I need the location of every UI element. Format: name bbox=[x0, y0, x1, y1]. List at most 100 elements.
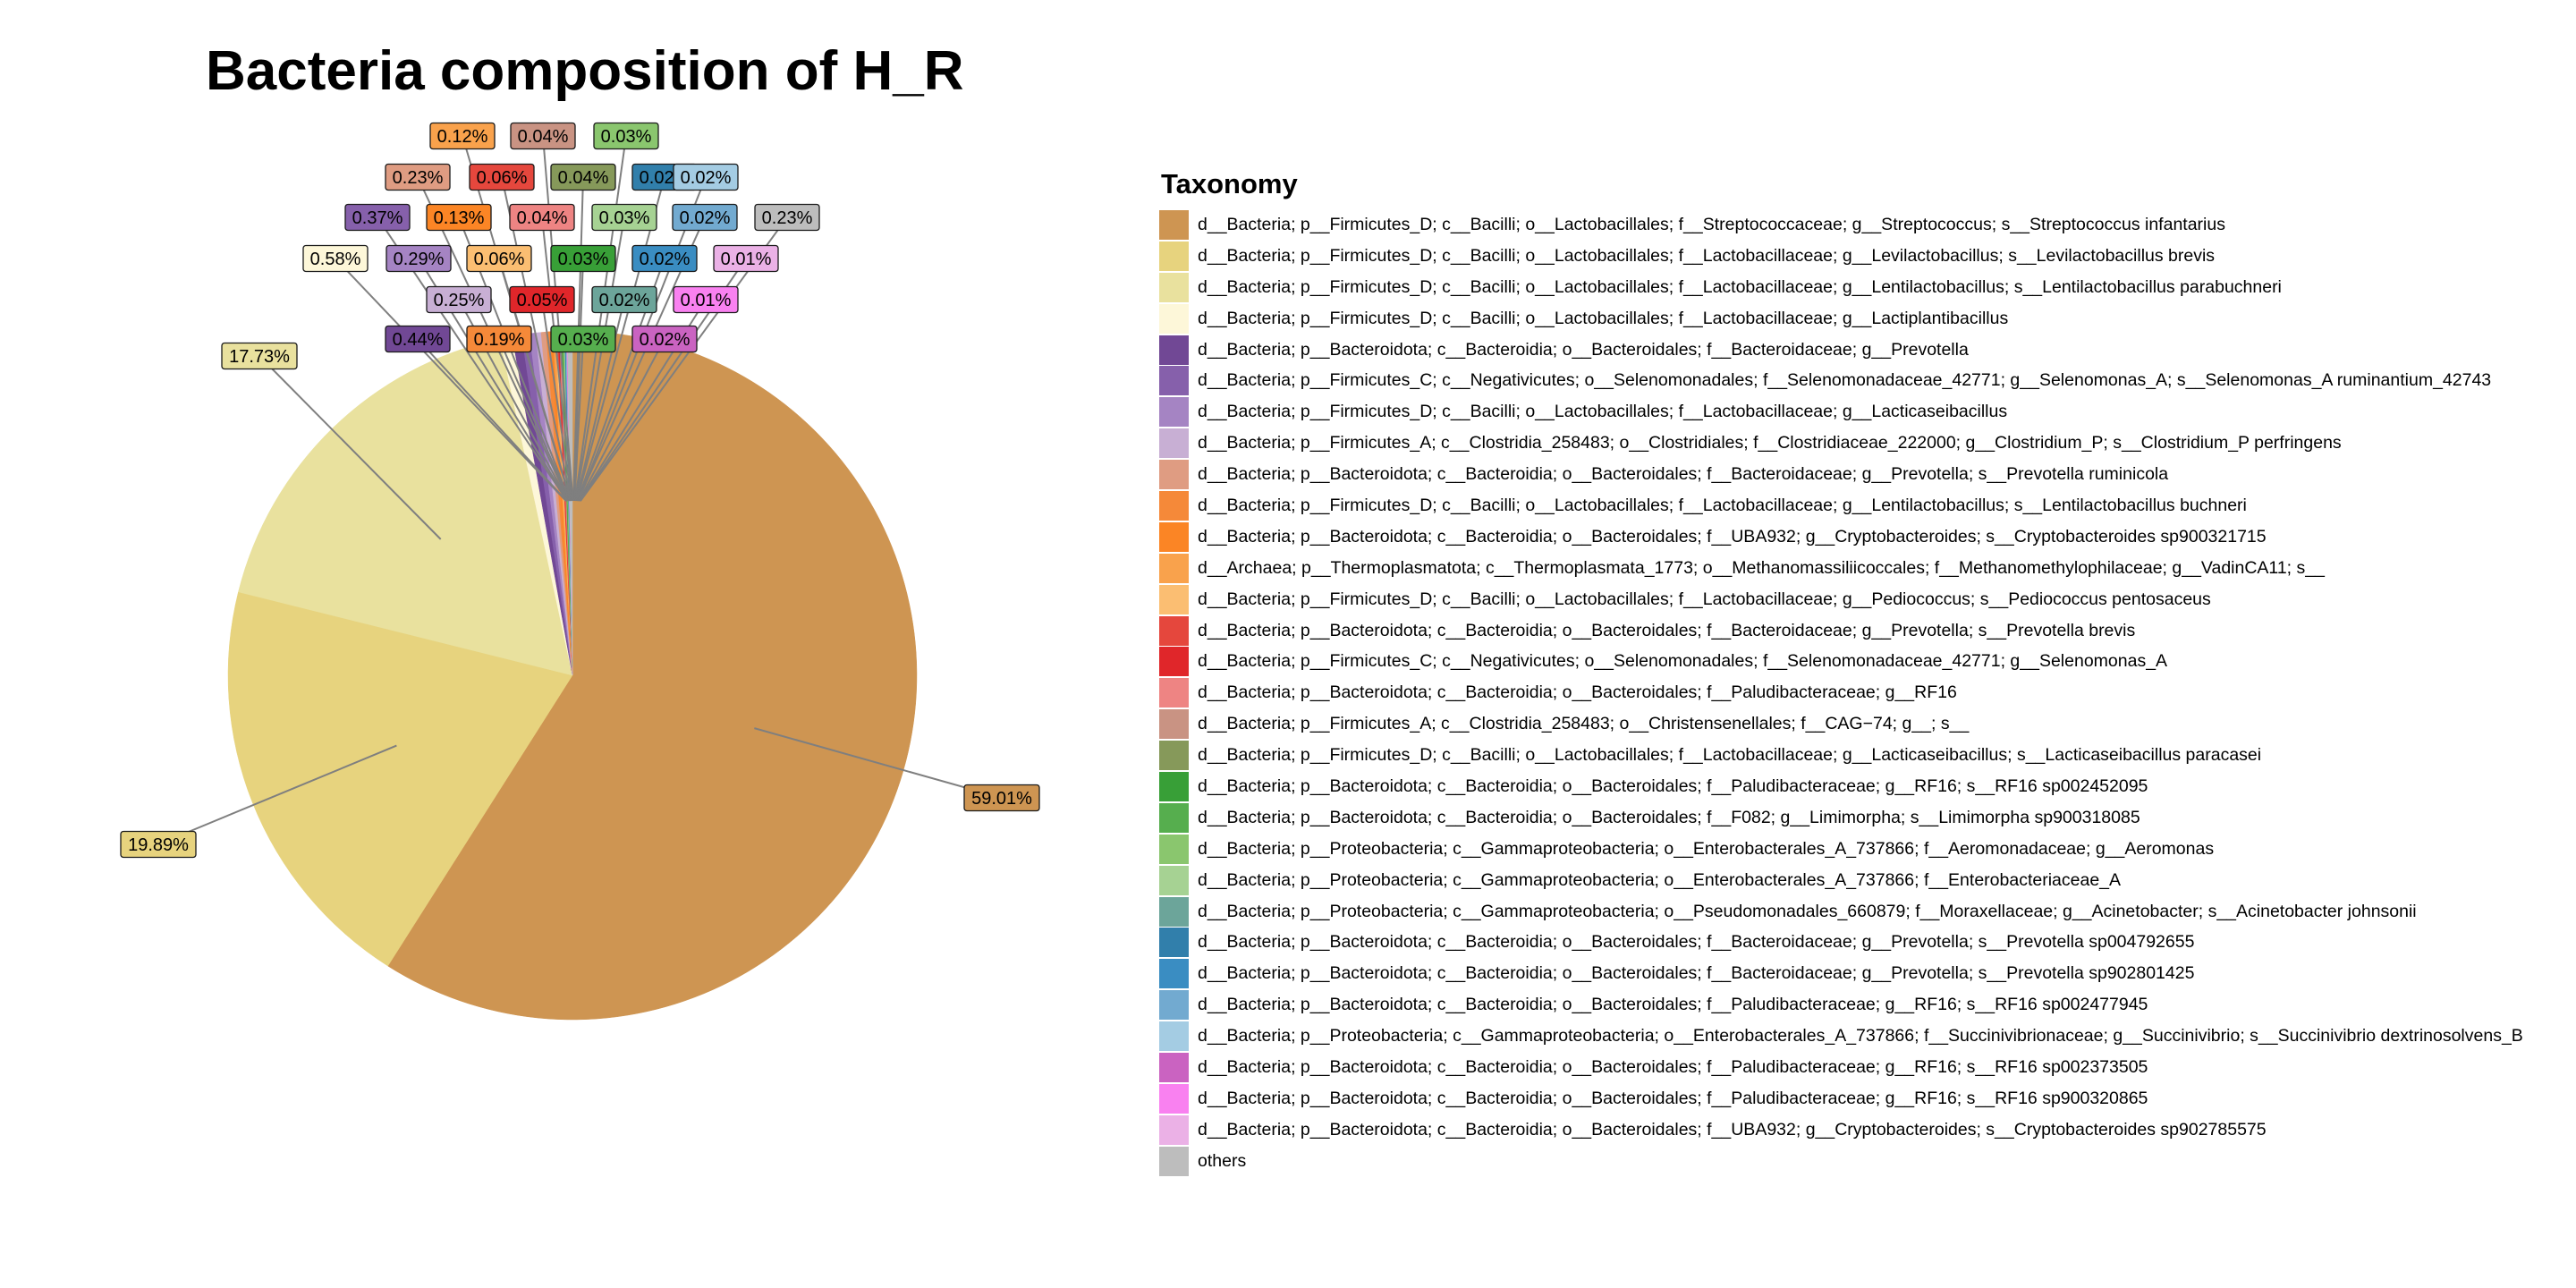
leader-line bbox=[575, 176, 665, 502]
legend-item: d__Bacteria; p__Firmicutes_D; c__Bacilli… bbox=[1159, 490, 2572, 521]
legend-label: d__Bacteria; p__Bacteroidota; c__Bactero… bbox=[1198, 526, 2267, 547]
legend-swatch bbox=[1159, 865, 1189, 895]
legend-label: d__Bacteria; p__Bacteroidota; c__Bactero… bbox=[1198, 932, 2195, 953]
legend-swatch bbox=[1159, 521, 1189, 552]
legend-label: d__Bacteria; p__Bacteroidota; c__Bactero… bbox=[1198, 775, 2148, 796]
legend-swatch bbox=[1159, 241, 1189, 271]
leader-line bbox=[578, 338, 665, 502]
slice-label: 0.06% bbox=[469, 163, 535, 191]
slice-label: 0.12% bbox=[429, 122, 496, 150]
leader-line bbox=[572, 258, 584, 502]
slice-label: 0.02% bbox=[673, 163, 739, 191]
pie-slice bbox=[227, 591, 573, 967]
slice-label: 0.03% bbox=[550, 244, 616, 273]
legend-swatch bbox=[1159, 896, 1189, 927]
leader-line bbox=[575, 299, 625, 502]
legend-label: d__Bacteria; p__Firmicutes_D; c__Bacilli… bbox=[1198, 308, 2009, 328]
legend-swatch bbox=[1159, 397, 1189, 428]
slice-label: 0.29% bbox=[386, 244, 452, 273]
legend-swatch bbox=[1159, 460, 1189, 490]
slice-label: 0.02% bbox=[631, 325, 698, 353]
slice-label-box bbox=[673, 285, 739, 314]
legend-item: d__Bacteria; p__Proteobacteria; c__Gamma… bbox=[1159, 834, 2572, 865]
legend-item: d__Bacteria; p__Firmicutes_A; c__Clostri… bbox=[1159, 708, 2572, 740]
slice-label: 0.05% bbox=[509, 285, 575, 314]
legend-item: d__Bacteria; p__Firmicutes_D; c__Bacilli… bbox=[1159, 241, 2572, 272]
slice-label-box bbox=[713, 244, 779, 273]
slice-label-text: 0.13% bbox=[434, 208, 485, 228]
legend-swatch bbox=[1159, 1114, 1189, 1145]
legend-label: d__Bacteria; p__Bacteroidota; c__Bactero… bbox=[1198, 682, 1957, 703]
chart-title: Bacteria composition of H_R bbox=[206, 40, 964, 102]
legend-label: d__Bacteria; p__Firmicutes_C; c__Negativ… bbox=[1198, 651, 2168, 672]
slice-label-text: 0.12% bbox=[437, 127, 488, 147]
leader-line bbox=[258, 355, 442, 540]
legend-swatch bbox=[1159, 741, 1189, 771]
legend-label: d__Bacteria; p__Firmicutes_D; c__Bacilli… bbox=[1198, 245, 2216, 266]
legend-items: d__Bacteria; p__Firmicutes_D; c__Bacilli… bbox=[1159, 209, 2572, 1177]
legend-item: d__Bacteria; p__Proteobacteria; c__Gamma… bbox=[1159, 1021, 2572, 1052]
legend-label: d__Bacteria; p__Firmicutes_A; c__Clostri… bbox=[1198, 433, 2342, 453]
legend-item: d__Bacteria; p__Firmicutes_D; c__Bacilli… bbox=[1159, 272, 2572, 303]
slice-label: 0.58% bbox=[302, 244, 369, 273]
slice-label-text: 0.02% bbox=[681, 168, 732, 188]
legend-swatch bbox=[1159, 272, 1189, 302]
legend-swatch bbox=[1159, 1021, 1189, 1052]
leader-line bbox=[541, 216, 573, 502]
legend-label: d__Bacteria; p__Bacteroidota; c__Bactero… bbox=[1198, 995, 2148, 1015]
slice-label-box bbox=[466, 325, 532, 353]
legend-swatch bbox=[1159, 802, 1189, 833]
slice-label: 17.73% bbox=[221, 342, 298, 370]
legend-swatch bbox=[1159, 209, 1189, 240]
leader-line bbox=[417, 338, 568, 502]
legend-item: d__Bacteria; p__Bacteroidota; c__Bactero… bbox=[1159, 927, 2572, 958]
legend-label: others bbox=[1198, 1150, 1247, 1171]
legend-item: d__Bacteria; p__Bacteroidota; c__Bactero… bbox=[1159, 521, 2572, 553]
slice-label: 0.04% bbox=[550, 163, 616, 191]
slice-label-text: 19.89% bbox=[128, 835, 189, 855]
legend-label: d__Bacteria; p__Firmicutes_C; c__Negativ… bbox=[1198, 370, 2492, 391]
legend-item: d__Bacteria; p__Bacteroidota; c__Bactero… bbox=[1159, 615, 2572, 647]
leader-line bbox=[157, 744, 397, 845]
slice-label-text: 0.06% bbox=[474, 250, 525, 269]
slice-label-text: 0.06% bbox=[477, 168, 528, 188]
leader-line bbox=[573, 338, 584, 502]
legend-item: d__Bacteria; p__Firmicutes_D; c__Bacilli… bbox=[1159, 740, 2572, 771]
slice-label-text: 0.58% bbox=[310, 250, 361, 269]
slice-label-box bbox=[550, 325, 616, 353]
legend-item: d__Bacteria; p__Proteobacteria; c__Gamma… bbox=[1159, 865, 2572, 896]
legend-label: d__Bacteria; p__Bacteroidota; c__Bactero… bbox=[1198, 1088, 2148, 1108]
slice-label: 0.23% bbox=[754, 203, 820, 232]
slice-label: 0.19% bbox=[466, 325, 532, 353]
legend-label: d__Bacteria; p__Firmicutes_D; c__Bacilli… bbox=[1198, 495, 2247, 515]
slice-label-text: 0.25% bbox=[434, 291, 485, 310]
slice-label-box bbox=[631, 325, 698, 353]
legend-label: d__Bacteria; p__Bacteroidota; c__Bactero… bbox=[1198, 620, 2136, 640]
slice-label-text: 0.04% bbox=[517, 208, 568, 228]
slice-label-box bbox=[509, 285, 575, 314]
slice-label-box bbox=[591, 285, 657, 314]
legend-label: d__Bacteria; p__Proteobacteria; c__Gamma… bbox=[1198, 838, 2215, 859]
legend-swatch bbox=[1159, 303, 1189, 334]
legend-swatch bbox=[1159, 490, 1189, 521]
slice-label-box bbox=[386, 244, 452, 273]
legend-item: d__Bacteria; p__Bacteroidota; c__Bactero… bbox=[1159, 335, 2572, 366]
legend-item: d__Bacteria; p__Bacteroidota; c__Bactero… bbox=[1159, 771, 2572, 802]
slice-label-text: 59.01% bbox=[971, 789, 1032, 809]
legend-item: d__Bacteria; p__Firmicutes_D; c__Bacilli… bbox=[1159, 209, 2572, 241]
slice-label: 0.13% bbox=[426, 203, 492, 232]
slice-label: 0.01% bbox=[713, 244, 779, 273]
slice-label: 0.04% bbox=[509, 203, 575, 232]
slice-label-text: 0.02% bbox=[640, 250, 691, 269]
slice-label: 0.03% bbox=[550, 325, 616, 353]
legend-item: d__Bacteria; p__Proteobacteria; c__Gamma… bbox=[1159, 896, 2572, 928]
legend-swatch bbox=[1159, 428, 1189, 459]
slice-label-box bbox=[429, 122, 496, 150]
legend-item: d__Archaea; p__Thermoplasmatota; c__Ther… bbox=[1159, 553, 2572, 584]
slice-label-box bbox=[385, 325, 451, 353]
slice-label: 0.04% bbox=[510, 122, 576, 150]
slice-label: 19.89% bbox=[120, 830, 197, 859]
leader-line bbox=[542, 135, 574, 502]
slice-label-text: 0.37% bbox=[352, 208, 403, 228]
legend-label: d__Bacteria; p__Proteobacteria; c__Gamma… bbox=[1198, 1026, 2523, 1046]
